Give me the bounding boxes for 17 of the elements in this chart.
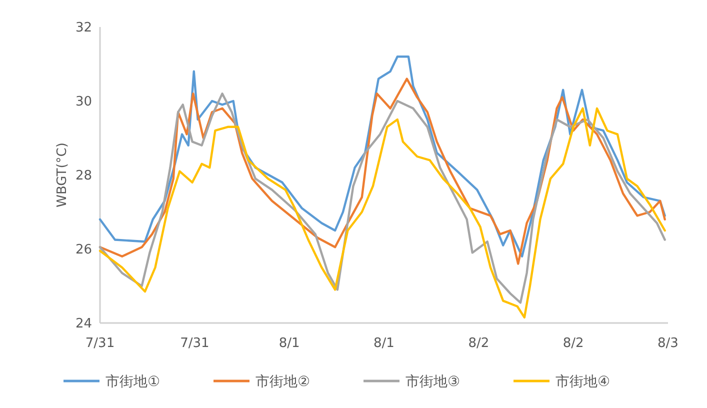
y-tick-label: 32 — [75, 20, 92, 36]
x-tick-label: 8/2 — [562, 336, 584, 351]
x-tick-label: 8/1 — [278, 336, 300, 351]
x-tick-label: 8/3 — [658, 336, 678, 351]
x-tick-label: 7/31 — [180, 336, 210, 351]
y-tick-label: 24 — [75, 316, 92, 332]
legend-label: 市街地③ — [406, 374, 460, 390]
legend-label: 市街地② — [256, 374, 310, 390]
x-tick-label: 7/31 — [85, 336, 115, 351]
x-tick-label: 8/1 — [374, 336, 394, 351]
y-tick-label: 28 — [75, 168, 92, 184]
y-tick-label: 30 — [75, 94, 92, 110]
legend-label: 市街地① — [106, 374, 160, 390]
y-axis-title: WBGT(°C) — [55, 142, 70, 208]
x-tick-label: 8/2 — [468, 336, 490, 351]
legend-label: 市街地④ — [556, 374, 610, 390]
y-tick-label: 26 — [75, 242, 92, 258]
